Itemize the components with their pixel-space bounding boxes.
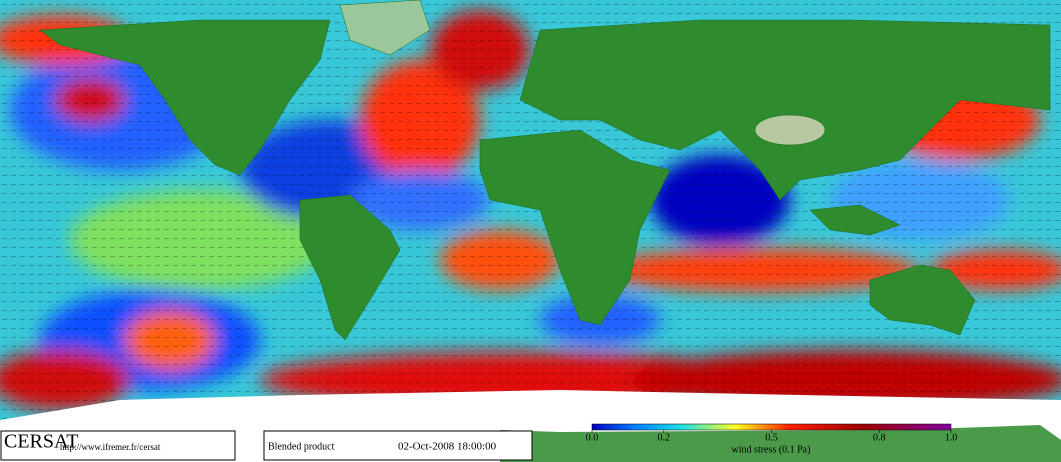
land bbox=[39, 0, 1051, 341]
url[interactable]: http://www.ifremer.fr/cersat bbox=[60, 442, 161, 452]
colorbar-tick-label: 0.0 bbox=[586, 432, 599, 443]
colorbar-tick-label: 0.2 bbox=[658, 432, 671, 443]
colorbar-tick-label: 0.5 bbox=[765, 432, 778, 443]
colorbar bbox=[591, 423, 952, 431]
colorbar-ticks: 0.0 0.2 0.5 0.8 1.0 bbox=[586, 430, 958, 443]
colorbar-tick-label: 1.0 bbox=[945, 432, 958, 443]
info-box bbox=[263, 430, 533, 461]
logo: CERSAT bbox=[4, 431, 78, 453]
logo-box bbox=[0, 430, 236, 461]
product: Blended product bbox=[268, 441, 335, 452]
colorbar-tick-label: 0.8 bbox=[873, 432, 886, 443]
datetime: 02-Oct-2008 18:00:00 bbox=[398, 441, 497, 453]
antarctica-land bbox=[500, 425, 1061, 462]
colorbar-label: wind stress (0.1 Pa) bbox=[732, 444, 811, 455]
